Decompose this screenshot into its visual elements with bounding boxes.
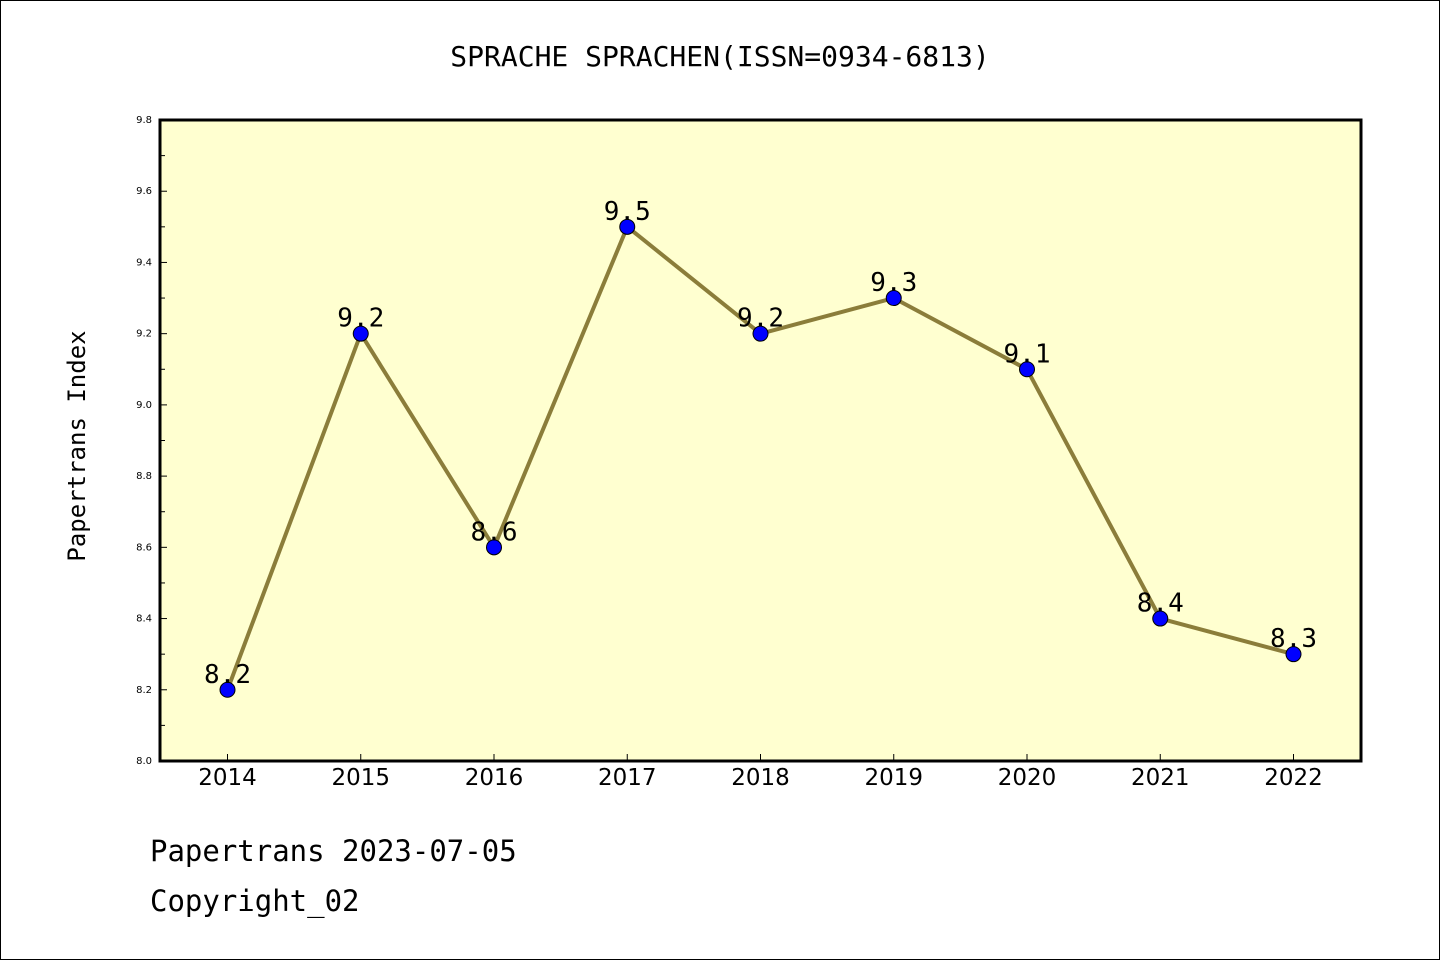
data-point [1152,610,1169,627]
data-point [1019,361,1035,378]
x-tick-label: 2016 [465,765,524,791]
data-label: 9.1 [1004,339,1051,369]
y-tick-label: 8.4 [136,614,152,625]
x-tick-label: 2017 [598,765,657,791]
x-tick-label: 2015 [331,765,390,791]
data-label: 8.4 [1137,589,1184,619]
x-tick-label: 2021 [1131,765,1190,791]
data-markers [219,218,1302,698]
data-point [219,681,236,698]
data-labels: 8.2 9.2 8.6 9.5 9.2 9.3 9.1 8.4 8.3 [204,197,1317,690]
data-label: 8.3 [1270,624,1317,654]
data-point [619,218,636,235]
data-label: 9.3 [870,268,917,298]
data-label: 8.2 [204,660,251,690]
data-point [352,325,369,342]
data-point [752,325,769,342]
y-axis-ticks: 8.0 8.2 8.4 8.6 8.8 9.0 9.2 9.4 9.6 9.8 [136,115,167,767]
y-tick-label: 8.6 [136,542,152,553]
footer-copyright: Copyright_02 [150,884,360,918]
x-tick-label: 2022 [1264,765,1323,791]
x-tick-label: 2014 [198,765,257,791]
plot-area [158,118,1363,763]
y-tick-label: 8.8 [136,471,152,482]
x-tick-label: 2020 [998,765,1057,791]
data-label: 9.2 [737,304,784,334]
data-label: 8.6 [471,517,518,547]
y-tick-label: 9.6 [136,186,152,197]
data-point [885,290,902,307]
data-label: 9.2 [337,304,384,334]
chart-title: SPRACHE SPRACHEN(ISSN=0934-6813) [450,40,989,73]
y-tick-label: 9.2 [136,329,152,340]
y-tick-label: 8.2 [136,685,152,696]
y-tick-label: 8.0 [136,756,152,767]
y-tick-label: 9.8 [136,115,152,126]
y-tick-label: 9.4 [136,257,152,268]
data-label: 9.5 [604,197,651,227]
data-point [486,539,502,556]
x-axis-ticks: 2014 2015 2016 2017 2018 2019 2020 2021 2022 [198,754,1323,791]
data-point [1285,646,1302,663]
footer-date: Papertrans 2023-07-05 [150,834,517,868]
y-tick-label: 9.0 [136,400,152,411]
y-axis-label: Papertrans Index [63,330,91,561]
x-tick-label: 2019 [864,765,923,791]
x-tick-label: 2018 [731,765,790,791]
